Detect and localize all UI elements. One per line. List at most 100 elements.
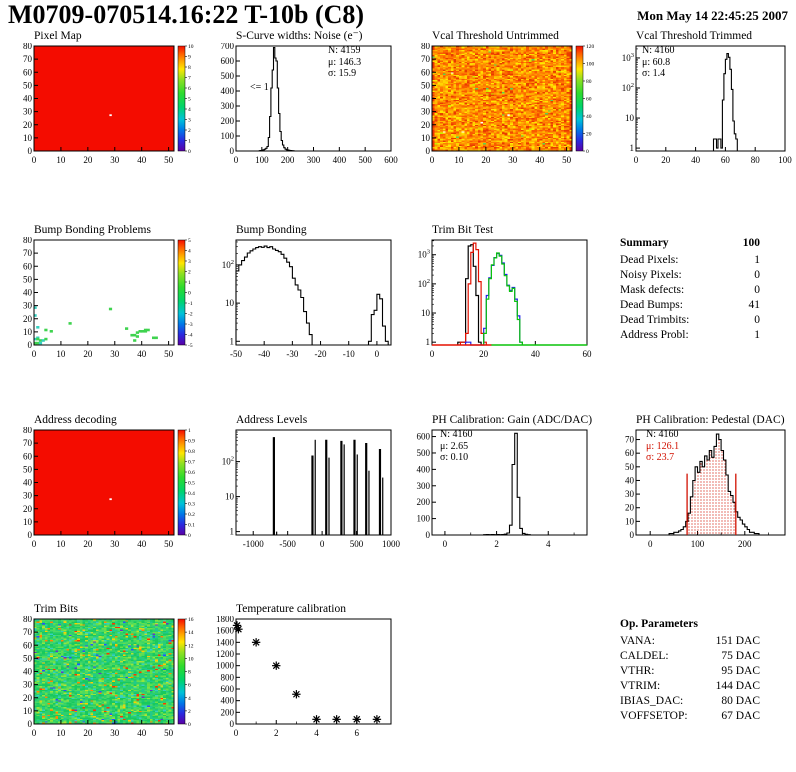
op-parameter-row: CALDEL: 75 DAC (620, 650, 760, 662)
svg-text:600: 600 (384, 155, 398, 165)
svg-text:0: 0 (32, 349, 37, 359)
svg-text:-10: -10 (343, 349, 355, 359)
svg-text:20: 20 (625, 503, 635, 513)
svg-text:20: 20 (23, 120, 33, 130)
svg-text:6: 6 (188, 683, 191, 689)
svg-text:3: 3 (188, 259, 191, 265)
op-parameters-block: Op. Parameters VANA: 151 DAC CALDEL: 75 DA… (620, 616, 760, 724)
svg-text:0: 0 (426, 146, 431, 156)
svg-text:-500: -500 (279, 539, 296, 549)
svg-text:40: 40 (586, 114, 592, 120)
svg-text:20: 20 (479, 349, 489, 359)
summary-row: Dead Bumps: 41 (620, 299, 760, 311)
svg-text:100: 100 (221, 131, 235, 141)
svg-text:1: 1 (188, 139, 191, 145)
svg-text:0: 0 (234, 155, 239, 165)
plot-address-levels: Address Levels -1000 -500 0 500 1000 1 10 102 (210, 414, 412, 554)
svg-text:60: 60 (421, 67, 431, 77)
plot-title: PH Calibration: Pedestal (DAC) (636, 414, 785, 426)
svg-text:20: 20 (23, 693, 33, 703)
stats-box: N: 4160 μ: 126.1 σ: 23.7 (646, 429, 680, 463)
svg-text:70: 70 (23, 54, 33, 64)
svg-text:10: 10 (625, 516, 635, 526)
plot-title: Address decoding (34, 414, 117, 426)
svg-text:0: 0 (426, 530, 431, 540)
svg-text:200: 200 (417, 497, 431, 507)
svg-text:1000: 1000 (216, 661, 235, 671)
plot-vcal-untrimmed: Vcal Threshold Untrimmed 0 10 20 30 40 50 0 10 2… (406, 30, 608, 170)
svg-text:0: 0 (320, 539, 325, 549)
svg-text:70: 70 (23, 248, 33, 258)
svg-text:20: 20 (23, 504, 33, 514)
svg-text:0.2: 0.2 (188, 512, 195, 518)
plot-scurve-noise: S-Curve widths: Noise (e⁻) 0 100 200 300 400… (210, 30, 412, 170)
svg-text:100: 100 (778, 155, 792, 165)
ph-gain-chart: 0 2 4 0 100 200 300 400 500 600 (417, 429, 588, 549)
svg-text:50: 50 (625, 462, 635, 472)
svg-text:0: 0 (188, 533, 191, 539)
svg-text:400: 400 (417, 464, 431, 474)
svg-text:20: 20 (481, 155, 491, 165)
svg-text:50: 50 (23, 653, 33, 663)
svg-text:60: 60 (625, 448, 635, 458)
svg-text:102: 102 (622, 82, 634, 93)
plot-vcal-trimmed: Vcal Threshold Trimmed 0 20 40 60 80 100 1 10 10… (610, 30, 796, 170)
svg-text:10: 10 (56, 728, 66, 738)
plot-bump-bonding: Bump Bonding -50 -40 -30 -20 -10 0 1 10 102 (210, 224, 412, 364)
svg-text:80: 80 (23, 616, 33, 624)
svg-text:40: 40 (691, 155, 701, 165)
svg-text:40: 40 (137, 155, 147, 165)
svg-text:100: 100 (691, 539, 705, 549)
svg-text:50: 50 (164, 349, 174, 359)
svg-text:5: 5 (188, 238, 191, 244)
svg-text:0: 0 (28, 146, 33, 156)
svg-text:0: 0 (28, 719, 33, 729)
svg-text:600: 600 (221, 684, 235, 694)
svg-text:103: 103 (418, 249, 430, 260)
underflow-note: <= 1 (250, 82, 269, 93)
plot-title: Address Levels (236, 414, 308, 426)
svg-text:500: 500 (221, 71, 235, 81)
svg-text:-50: -50 (230, 349, 242, 359)
plot-title: PH Calibration: Gain (ADC/DAC) (432, 414, 593, 426)
svg-text:7: 7 (188, 76, 191, 82)
svg-text:1: 1 (188, 280, 191, 286)
plot-title: Trim Bits (34, 603, 79, 615)
svg-text:10: 10 (23, 327, 33, 337)
svg-text:0: 0 (188, 722, 191, 728)
svg-text:40: 40 (23, 478, 33, 488)
svg-text:50: 50 (23, 80, 33, 90)
svg-text:0: 0 (230, 146, 235, 156)
svg-text:0: 0 (28, 530, 33, 540)
svg-text:200: 200 (738, 539, 752, 549)
plot-title: S-Curve widths: Noise (e⁻) (236, 30, 363, 42)
svg-text:60: 60 (583, 349, 593, 359)
svg-text:0: 0 (375, 349, 380, 359)
svg-text:0: 0 (443, 539, 448, 549)
svg-text:40: 40 (137, 728, 147, 738)
timestamp: Mon May 14 22:45:25 2007 (637, 8, 788, 23)
svg-text:0.6: 0.6 (188, 470, 195, 476)
svg-text:300: 300 (417, 481, 431, 491)
op-parameters-heading: Op. Parameters (620, 618, 698, 630)
svg-text:1600: 1600 (216, 626, 235, 636)
svg-text:-30: -30 (286, 349, 298, 359)
svg-text:80: 80 (23, 237, 33, 245)
vcal-trimmed-chart: 0 20 40 60 80 100 1 10 102 103 (622, 45, 792, 165)
svg-text:700: 700 (221, 43, 235, 51)
svg-text:0: 0 (188, 291, 191, 297)
plot-ph-gain: PH Calibration: Gain (ADC/DAC) 0 2 4 0 100 20… (406, 414, 608, 554)
svg-text:0.4: 0.4 (188, 491, 195, 497)
svg-text:0: 0 (630, 530, 635, 540)
plot-trim-bits: Trim Bits 0 10 20 30 40 50 0 10 20 30 40 50 60 70 80 0 2… (8, 603, 210, 743)
svg-text:102: 102 (222, 259, 234, 270)
svg-text:10: 10 (421, 133, 431, 143)
scurve-noise-chart: 0 100 200 300 400 500 600 0 100 200 300 400 500 600 70… (221, 43, 399, 165)
svg-text:30: 30 (110, 539, 120, 549)
svg-text:50: 50 (164, 728, 174, 738)
svg-text:2: 2 (188, 270, 191, 276)
svg-text:14: 14 (188, 630, 194, 636)
svg-text:100: 100 (586, 62, 595, 68)
svg-text:0: 0 (28, 340, 33, 350)
svg-text:20: 20 (421, 120, 431, 130)
